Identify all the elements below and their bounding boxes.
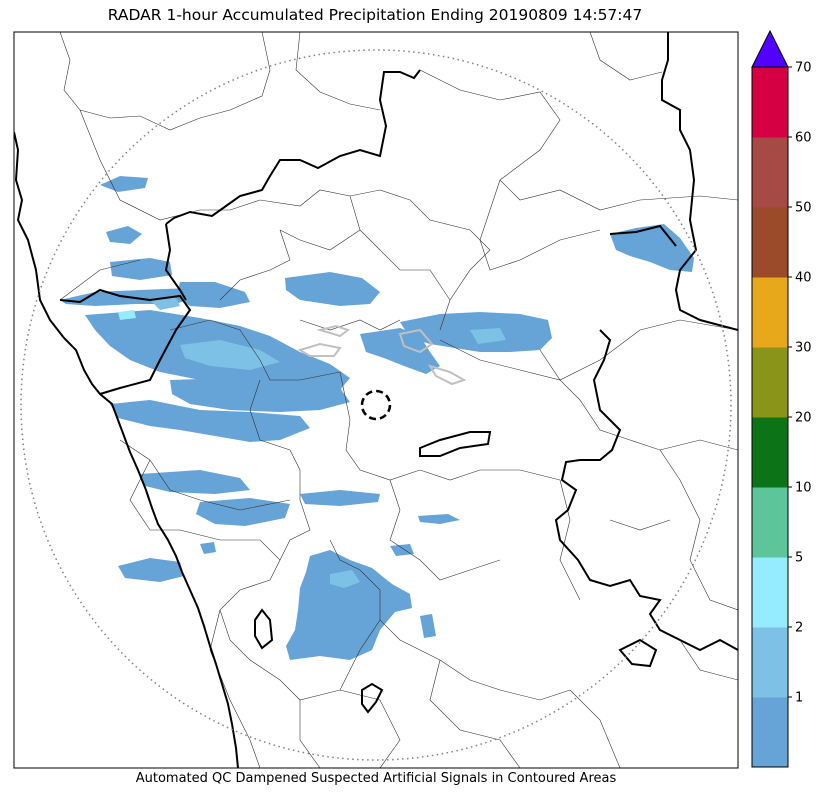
colorbar-tick-label: 2 (795, 621, 803, 636)
rain-core-4 (470, 328, 506, 344)
state-border-east-2 (609, 224, 677, 247)
colorbar-segment (752, 347, 788, 418)
precipitation-peak (118, 310, 136, 320)
map-frame (13, 31, 739, 769)
colorbar-segment (752, 627, 788, 698)
colorbar-segment (752, 67, 788, 138)
colorbar-segment (752, 137, 788, 208)
colorbar-segment (752, 277, 788, 348)
coastline (14, 131, 239, 768)
enclave-1 (419, 431, 492, 457)
rain-band-north-2 (106, 226, 142, 244)
rain-band-north-central (285, 272, 380, 306)
colorbar-tick-label: 5 (795, 551, 803, 566)
state-border-southeast (554, 329, 738, 652)
radar-range-ring (20, 49, 732, 761)
rain-band-south-1 (140, 470, 250, 494)
rain-patch-center (360, 328, 440, 374)
colorbar-segment (752, 207, 788, 278)
rain-patch-south (286, 550, 412, 660)
rain-core-3 (330, 570, 360, 588)
enclave-4 (618, 638, 658, 668)
rain-patch-sw-1 (118, 558, 184, 582)
colorbar-tick-label: 60 (795, 131, 812, 146)
colorbar-extend-arrow (751, 29, 789, 68)
artificial-signal-contours (297, 324, 467, 386)
rain-band-south-4 (418, 514, 460, 524)
rain-core-1 (180, 340, 280, 370)
rain-peak-1 (118, 310, 136, 320)
colorbar-tick-label: 70 (795, 61, 812, 76)
state-boundaries (14, 32, 738, 768)
rain-patch-east (610, 224, 694, 272)
state-border-east (661, 32, 738, 331)
colorbar-segment (752, 697, 788, 768)
colorbar-segment (752, 487, 788, 558)
colorbar-tick-label: 20 (795, 411, 812, 426)
map-title: RADAR 1-hour Accumulated Precipitation E… (107, 6, 643, 24)
colorbar-tick-label: 10 (795, 481, 812, 496)
rain-patch-south-small (390, 544, 414, 556)
district-boundaries (59, 32, 738, 768)
rain-patch-sw-2 (200, 542, 216, 554)
colorbar-segment (752, 417, 788, 488)
map-area (14, 32, 738, 768)
enclave-2 (254, 608, 274, 650)
rain-band-central-2 (170, 378, 350, 412)
colorbar-tick-label: 1 (795, 691, 803, 706)
precipitation-cores (150, 296, 506, 588)
colorbar-tick-label: 40 (795, 271, 812, 286)
state-border-west-inner (164, 223, 187, 301)
rain-band-south-3 (300, 490, 380, 506)
rain-band-central-3 (110, 400, 310, 442)
rain-patch-se (420, 614, 436, 638)
colorbar-segment (752, 557, 788, 628)
state-border-north-2 (165, 69, 421, 225)
map-footnote: Automated QC Dampened Suspected Artifici… (135, 771, 617, 786)
enclave-3 (361, 682, 384, 714)
colorbar-tick-label: 30 (795, 341, 812, 356)
rain-band-north-1 (100, 176, 148, 192)
colorbar-tick-label: 50 (795, 201, 812, 216)
state-border-north (59, 288, 192, 395)
colorbar: 1 2 5 10 20 30 40 50 60 70 (751, 29, 812, 768)
radar-site-marker (360, 389, 392, 421)
